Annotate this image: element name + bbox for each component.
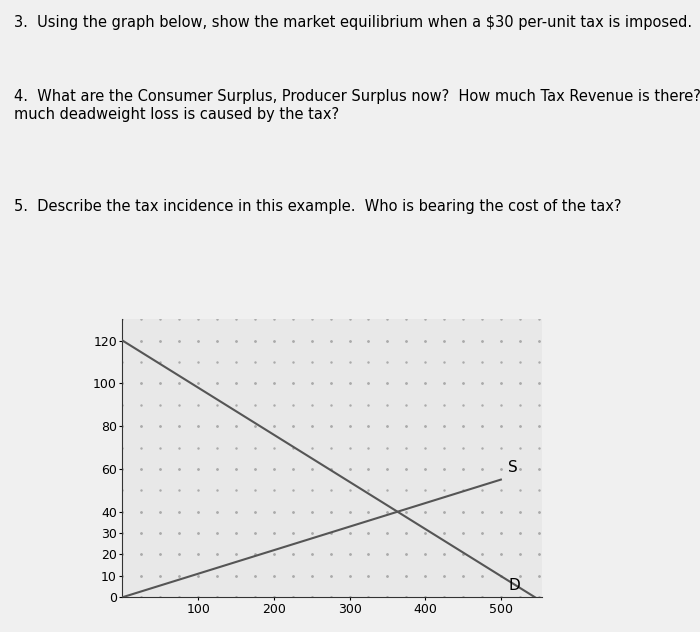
- Text: 3.  Using the graph below, show the market equilibrium when a $30 per-unit tax i: 3. Using the graph below, show the marke…: [14, 15, 692, 30]
- Text: D: D: [508, 578, 520, 593]
- Text: 5.  Describe the tax incidence in this example.  Who is bearing the cost of the : 5. Describe the tax incidence in this ex…: [14, 200, 622, 214]
- Text: S: S: [508, 460, 518, 475]
- Text: 4.  What are the Consumer Surplus, Producer Surplus now?  How much Tax Revenue i: 4. What are the Consumer Surplus, Produc…: [14, 90, 700, 122]
